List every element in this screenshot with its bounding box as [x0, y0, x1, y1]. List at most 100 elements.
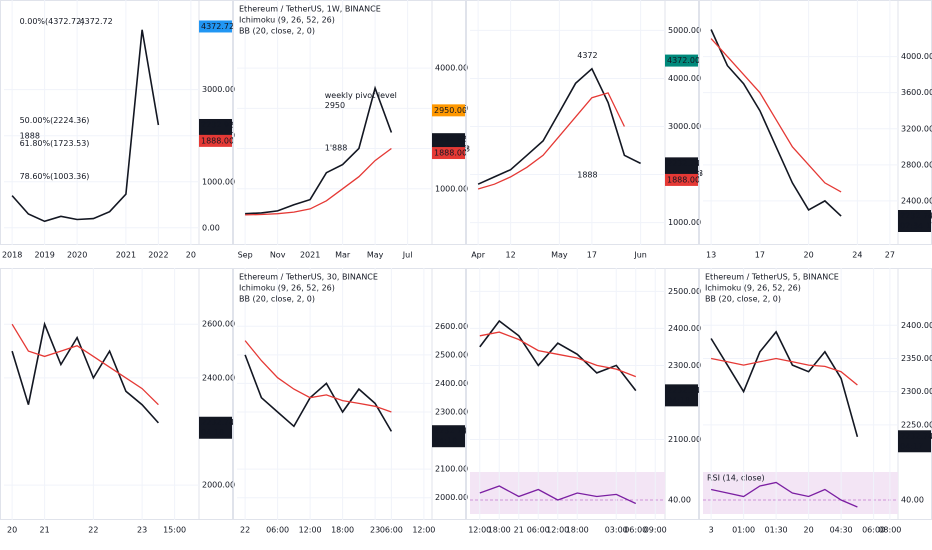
- price-tag: [432, 104, 465, 117]
- y-tick-label: 3200.00: [901, 124, 932, 133]
- x-tick-label: 03:00: [605, 526, 628, 535]
- price-tag: [665, 54, 698, 67]
- x-tick-label: 2018: [2, 251, 22, 260]
- price-note: weekly pivot level: [325, 91, 397, 100]
- price-tag: [199, 134, 232, 147]
- y-tick-label: 2300.00: [435, 408, 468, 417]
- price-tag: [898, 430, 931, 453]
- price-tag-label: 2232.74: [667, 159, 700, 168]
- panel-frame: [0, 268, 233, 520]
- x-tick-label: 2021: [300, 251, 320, 260]
- x-tick-label: 2022: [148, 251, 168, 260]
- price-note: 1'888: [325, 144, 348, 153]
- y-tick-label: 1000.00: [202, 177, 235, 186]
- price-tag-label: 2232.74: [667, 386, 700, 395]
- x-tick-label: 20: [186, 251, 196, 260]
- price-tag-label: 1888.00: [434, 149, 467, 158]
- x-tick-label: May: [367, 251, 384, 260]
- y-tick-label: 4000.00: [668, 74, 701, 83]
- price-tag-label: 4372.72: [201, 22, 234, 31]
- series-line: [477, 92, 625, 190]
- y2-tick-label: 40.00: [668, 496, 691, 505]
- series-line: [479, 331, 637, 378]
- price-tag-label: 2232.74: [201, 418, 234, 427]
- x-tick-label: 3: [709, 526, 714, 535]
- panel-frame: [466, 268, 699, 520]
- price-tag-label: 1888.00: [201, 136, 234, 145]
- x-tick-label: Nov: [270, 251, 286, 260]
- y-tick-label: 2100.00: [668, 435, 701, 444]
- x-tick-label: 22: [240, 526, 250, 535]
- x-tick-label: 2019: [34, 251, 54, 260]
- chart-header: Ethereum / TetherUS, 30, BINANCE: [239, 273, 378, 282]
- x-tick-label: 01:00: [732, 526, 755, 535]
- y-tick-label: 2400.00: [202, 373, 235, 382]
- x-tick-label: 18:00: [566, 526, 589, 535]
- x-tick-label: 27: [885, 251, 895, 260]
- y-tick-label: 1000.00: [668, 218, 701, 227]
- x-tick-label: 24: [852, 251, 862, 260]
- series-line: [710, 29, 842, 217]
- x-tick-label: 21: [514, 526, 524, 535]
- x-tick-label: 23: [137, 526, 147, 535]
- series-line: [710, 330, 859, 438]
- y-tick-label: 2400.00: [435, 379, 468, 388]
- price-tag-label: 2232.92: [434, 135, 467, 144]
- price-tag-label: 2232.74: [900, 212, 932, 221]
- x-tick-label: 06:00: [266, 526, 289, 535]
- series-line: [11, 321, 159, 424]
- price-note: 2950: [325, 101, 345, 110]
- series-line: [244, 340, 392, 413]
- price-tag-label: 2232.74: [900, 432, 932, 441]
- chart-header: Ethereum / TetherUS, 5, BINANCE: [705, 273, 839, 282]
- price-note: 50.00%(2224.36): [20, 116, 90, 125]
- rsi-band: [470, 472, 665, 514]
- price-note: 4372.72: [80, 17, 113, 26]
- price-note: 61.80%(1723.53): [20, 139, 90, 148]
- y-tick-label: 2300.00: [668, 361, 701, 370]
- x-tick-label: 17: [587, 251, 597, 260]
- x-tick-label: 20: [804, 526, 814, 535]
- y-tick-label: 3000.00: [668, 122, 701, 131]
- y-tick-label: 3600.00: [901, 88, 932, 97]
- x-tick-label: 12: [506, 251, 516, 260]
- y-tick-label: 0.00: [202, 223, 220, 232]
- chart-header: Ethereum / TetherUS, 1W, BINANCE: [239, 5, 381, 14]
- y-tick-label: 2600.00: [435, 322, 468, 331]
- rsi-title: RSI (14, close): [707, 474, 765, 483]
- series-line: [477, 67, 641, 185]
- price-tag-countdown: 04:18: [201, 428, 224, 437]
- y-tick-label: 2300.00: [901, 387, 932, 396]
- y-tick-label: 2800.00: [901, 160, 932, 169]
- price-tag-label: 4372.00: [667, 56, 700, 65]
- y2-tick-label: 40.00: [901, 496, 924, 505]
- chart-header: Ichimoku (9, 26, 52, 26): [705, 284, 801, 293]
- y-tick-label: 4000.00: [435, 64, 468, 73]
- x-tick-label: 09:00: [644, 526, 667, 535]
- chart-header: BB (20, close, 2, 0): [239, 27, 315, 36]
- x-tick-label: Sep: [238, 251, 253, 260]
- price-note: 4372: [577, 51, 597, 60]
- price-tag: [432, 425, 465, 448]
- price-tag: [432, 147, 465, 160]
- x-tick-label: 18:00: [488, 526, 511, 535]
- x-tick-label: 2021: [116, 251, 136, 260]
- rsi-band: [703, 472, 898, 514]
- panel-frame: [466, 0, 699, 245]
- x-tick-label: 12:00: [412, 526, 435, 535]
- price-tag-countdown: 02:34:17: [900, 222, 932, 231]
- series-line: [710, 481, 858, 508]
- price-tag-label: 2232.74: [434, 427, 467, 436]
- x-tick-label: May: [551, 251, 568, 260]
- y-tick-label: 1000.00: [435, 184, 468, 193]
- series-line: [11, 29, 160, 223]
- y-tick-label: 2100.00: [435, 465, 468, 474]
- x-tick-label: 15:00: [163, 526, 186, 535]
- price-tag-countdown: 04:18: [434, 437, 457, 446]
- y-tick-label: 4000.00: [901, 52, 932, 61]
- price-tag-countdown: 18:34:18: [667, 169, 703, 178]
- x-tick-label: 20: [804, 251, 814, 260]
- series-line: [11, 323, 159, 406]
- panel-frame: [233, 0, 466, 245]
